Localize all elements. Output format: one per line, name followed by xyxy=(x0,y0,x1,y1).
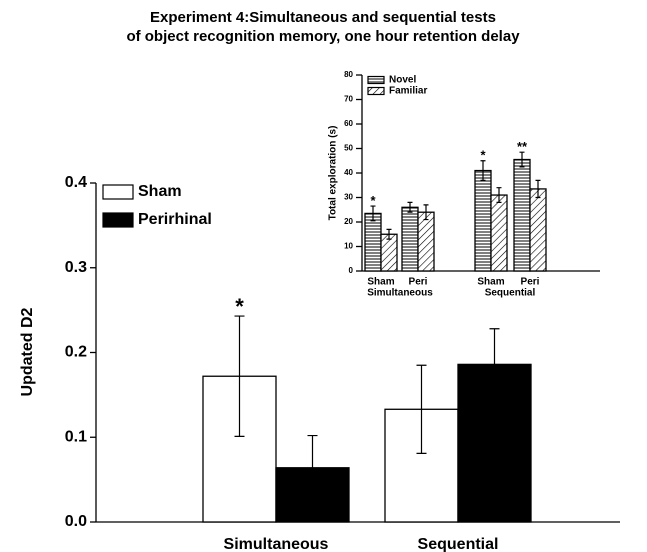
bar xyxy=(529,188,547,272)
y-axis-label: Updated D2 xyxy=(19,307,36,396)
legend-label: Novel xyxy=(389,75,416,86)
y-tick-label: 20 xyxy=(344,217,353,226)
legend-label: Familiar xyxy=(389,86,427,97)
error-bar xyxy=(535,179,541,199)
error-bar xyxy=(407,201,413,213)
y-tick-label: 70 xyxy=(344,95,353,104)
x-tick-label: Peri xyxy=(409,277,428,288)
error-bar xyxy=(423,204,429,221)
y-tick-label: 60 xyxy=(344,119,353,128)
y-tick-label: 30 xyxy=(344,193,353,202)
error-bar xyxy=(386,228,392,240)
legend-swatch xyxy=(102,184,134,200)
significance-mark: * xyxy=(235,294,244,319)
x-tick-label: Sham xyxy=(367,277,394,288)
significance-mark: * xyxy=(370,193,376,208)
y-tick-label: 0 xyxy=(349,266,354,275)
y-tick-label: 0.0 xyxy=(65,513,87,530)
y-tick-label: 0.4 xyxy=(65,174,87,191)
bar xyxy=(401,206,419,272)
y-axis-label: Total exploration (s) xyxy=(328,126,339,221)
y-tick-label: 80 xyxy=(344,70,353,79)
chart-title: Experiment 4:Simultaneous and sequential… xyxy=(150,9,496,26)
bar xyxy=(474,169,492,272)
legend-label: Perirhinal xyxy=(138,211,212,228)
error-bar xyxy=(480,160,486,181)
error-bar xyxy=(489,328,500,401)
y-tick-label: 0.2 xyxy=(65,344,87,361)
error-bar xyxy=(234,315,245,438)
y-tick-label: 0.3 xyxy=(65,259,87,276)
y-tick-label: 0.1 xyxy=(65,428,87,445)
legend-label: Sham xyxy=(138,183,182,200)
group-label: Sequential xyxy=(485,288,536,299)
x-tick-label: Sequential xyxy=(418,536,499,552)
error-bar xyxy=(370,205,376,222)
y-tick-label: 40 xyxy=(344,168,353,177)
legend-swatch xyxy=(102,212,134,228)
y-tick-label: 10 xyxy=(344,242,353,251)
bar xyxy=(380,233,398,272)
significance-mark: * xyxy=(480,148,486,163)
error-bar xyxy=(496,187,502,203)
group-label: Simultaneous xyxy=(367,288,433,299)
x-tick-label: Simultaneous xyxy=(224,536,329,552)
x-tick-label: Peri xyxy=(521,277,540,288)
y-tick-label: 50 xyxy=(344,144,353,153)
bar xyxy=(417,211,435,272)
legend-swatch xyxy=(367,75,385,85)
legend-swatch xyxy=(367,86,385,96)
bar xyxy=(364,212,382,272)
error-bar xyxy=(416,364,427,454)
error-bar xyxy=(307,434,318,501)
bar xyxy=(490,194,508,272)
error-bar xyxy=(519,151,525,168)
chart-title: of object recognition memory, one hour r… xyxy=(126,28,520,45)
significance-mark: ** xyxy=(517,139,528,154)
bar xyxy=(513,158,531,272)
x-tick-label: Sham xyxy=(477,277,504,288)
